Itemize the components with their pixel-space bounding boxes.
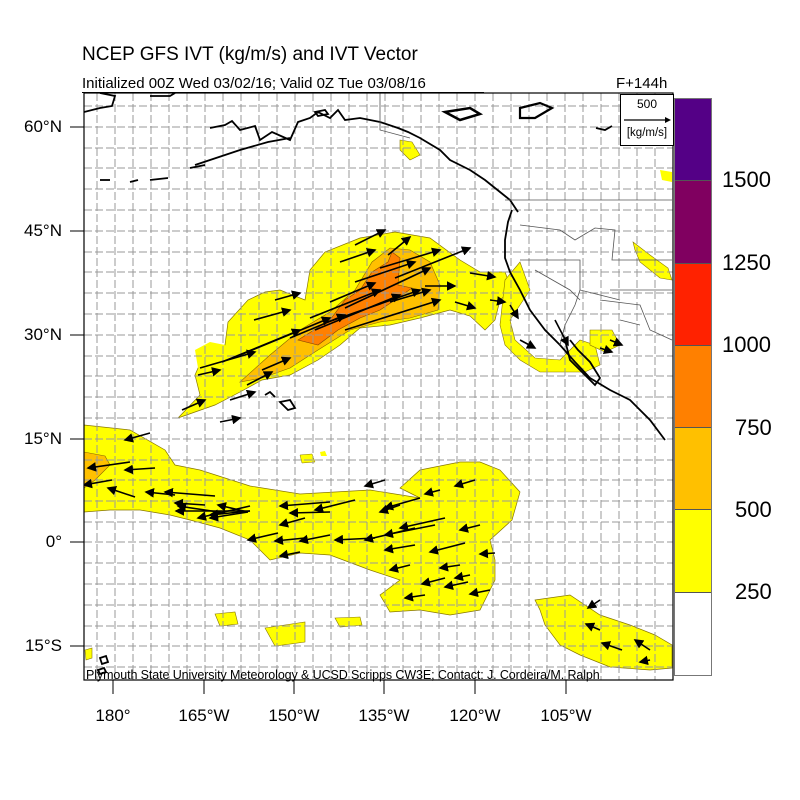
lon-label-165w: 165°W [178, 706, 230, 725]
colorbar-segment-1250-1500 [675, 181, 711, 264]
lat-label-60n: 60°N [24, 117, 62, 136]
colorbar-label-500: 500 [735, 497, 772, 522]
lon-label-105w: 105°W [540, 706, 592, 725]
lat-label-15s: 15°S [24, 636, 62, 655]
colorbar-label-1500: 1500 [722, 167, 771, 192]
reference-arrow-icon [624, 117, 671, 123]
lon-label-135w: 135°W [358, 706, 410, 725]
colorbar-segment-1000-1250 [675, 263, 711, 346]
lat-label-0: 0° [45, 532, 62, 551]
colorbar-segment-gt1500 [675, 99, 711, 182]
political-boundaries [379, 93, 673, 346]
map-title: NCEP GFS IVT (kg/m/s) and IVT Vector [82, 44, 418, 65]
colorbar-label-250: 250 [735, 579, 772, 604]
lat-label-45n: 45°N [24, 221, 62, 240]
lat-label-30n: 30°N [24, 325, 62, 344]
plot-frame [83, 92, 674, 681]
colorbar-label-1250: 1250 [722, 250, 771, 275]
lon-label-120w: 120°W [449, 706, 501, 725]
lon-label-150w: 150°W [268, 706, 320, 725]
ivt-vectors [84, 229, 651, 666]
reference-vector-magnitude: 500 [636, 97, 658, 111]
lat-label-15n: 15°N [24, 429, 62, 448]
colorbar-label-1000: 1000 [722, 332, 771, 357]
colorbar-segment-500-750 [675, 428, 711, 511]
colorbar-segment-lt250 [675, 592, 711, 676]
colorbar-label-750: 750 [735, 415, 772, 440]
credit-text: Plymouth State University Meteorology & … [86, 668, 600, 682]
lon-label-180: 180° [95, 706, 131, 725]
forecast-hour: F+144h [616, 75, 668, 92]
coastlines [84, 93, 666, 676]
colorbar-segment-250-500 [675, 510, 711, 593]
lat-lon-grid [84, 93, 673, 680]
reference-vector-units: [kg/m/s] [626, 127, 668, 139]
reference-vector-box: 500 [kg/m/s] [620, 94, 674, 146]
colorbar [674, 98, 712, 677]
map-subtitle: Initialized 00Z Wed 03/02/16; Valid 0Z T… [82, 75, 426, 92]
colorbar-segment-750-1000 [675, 345, 711, 429]
axis-ticks [70, 126, 567, 694]
